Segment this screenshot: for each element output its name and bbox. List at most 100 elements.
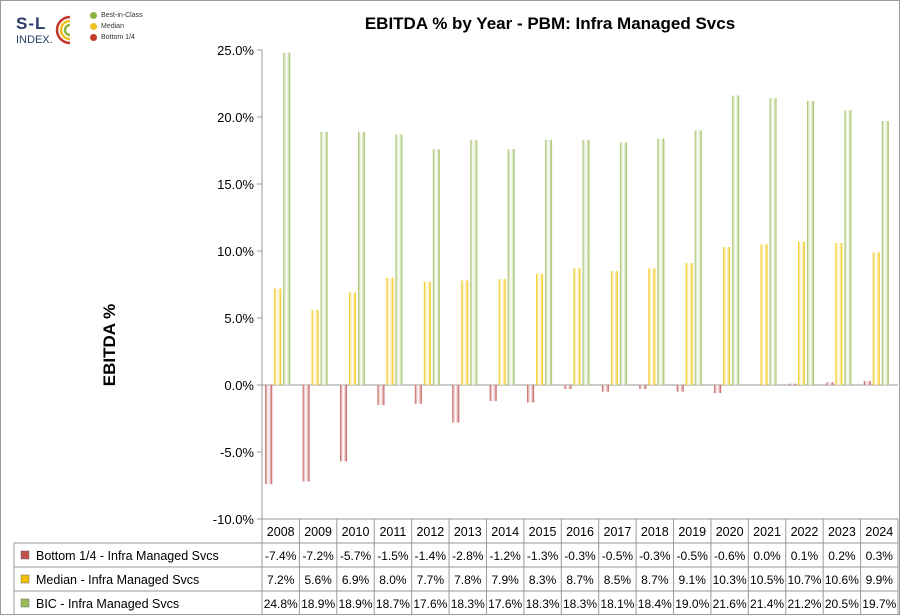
- y-tick-label: 10.0%: [217, 244, 254, 259]
- legend-entry: BIC - Infra Managed Svcs: [36, 597, 179, 611]
- legend-key-icon: [20, 550, 30, 560]
- data-label: 7.9%: [491, 573, 519, 587]
- data-label: 10.6%: [825, 573, 859, 587]
- bar: [760, 244, 768, 385]
- data-label: 18.9%: [301, 597, 335, 611]
- data-label: -2.8%: [452, 549, 484, 563]
- x-tick-label: 2016: [566, 525, 594, 539]
- y-tick-label: -10.0%: [213, 512, 255, 527]
- data-label: 21.4%: [750, 597, 784, 611]
- x-tick-label: 2021: [753, 525, 781, 539]
- data-label: -1.5%: [377, 549, 409, 563]
- x-tick-label: 2023: [828, 525, 856, 539]
- bar: [536, 273, 544, 385]
- x-tick-label: 2012: [416, 525, 444, 539]
- data-label: 7.8%: [454, 573, 482, 587]
- data-label: 8.7%: [566, 573, 594, 587]
- bar: [564, 385, 572, 390]
- data-label: 8.3%: [529, 573, 557, 587]
- s-l-index-logo: S-L INDEX.: [6, 6, 86, 50]
- bar: [797, 241, 805, 385]
- chart-title: EBITDA % by Year - PBM: Infra Managed Sv…: [364, 14, 736, 33]
- data-label: 10.3%: [713, 573, 747, 587]
- data-label: 21.2%: [787, 597, 821, 611]
- bar: [601, 385, 609, 392]
- data-label: -1.2%: [489, 549, 521, 563]
- bar: [657, 138, 665, 385]
- bar: [806, 100, 814, 386]
- data-label: 17.6%: [413, 597, 447, 611]
- bar: [573, 268, 581, 385]
- logo-legend-item: Median: [90, 21, 143, 32]
- logo-line-1: S-L: [16, 14, 47, 33]
- bar: [826, 382, 834, 385]
- bar: [274, 288, 282, 385]
- data-label: 18.9%: [339, 597, 373, 611]
- bar: [461, 280, 469, 385]
- logo-legend-item: Bottom 1/4: [90, 32, 143, 43]
- bar: [489, 385, 497, 402]
- data-label: 0.2%: [828, 549, 856, 563]
- data-label: 10.5%: [750, 573, 784, 587]
- bar: [527, 385, 535, 403]
- y-tick-label: -5.0%: [220, 445, 254, 460]
- bar: [835, 242, 843, 385]
- logo-legend: Best-in-Class Median Bottom 1/4: [90, 10, 143, 43]
- data-label: -0.6%: [714, 549, 746, 563]
- data-label: 21.6%: [713, 597, 747, 611]
- red-dot-icon: [90, 34, 97, 41]
- bar: [265, 385, 273, 485]
- data-label: -0.3%: [564, 549, 596, 563]
- bar: [723, 246, 731, 385]
- x-tick-label: 2011: [379, 525, 406, 539]
- data-label: 18.3%: [563, 597, 597, 611]
- data-label: 9.1%: [679, 573, 707, 587]
- bar: [872, 252, 880, 385]
- bar: [414, 385, 422, 404]
- logo-line-2: INDEX.: [16, 34, 53, 46]
- bar: [714, 385, 722, 394]
- bar: [685, 263, 693, 385]
- data-label: 19.0%: [675, 597, 709, 611]
- x-tick-label: 2017: [604, 525, 632, 539]
- bar: [610, 271, 618, 385]
- y-tick-label: 15.0%: [217, 177, 254, 192]
- data-label: -5.7%: [340, 549, 372, 563]
- data-label: -0.5%: [602, 549, 634, 563]
- bar: [349, 292, 357, 385]
- bar: [377, 385, 385, 406]
- data-label: 7.2%: [267, 573, 295, 587]
- legend-key-icon: [20, 598, 30, 608]
- data-label: 17.6%: [488, 597, 522, 611]
- bar: [507, 149, 515, 385]
- data-label: 18.3%: [526, 597, 560, 611]
- x-tick-label: 2020: [716, 525, 744, 539]
- data-label: -1.3%: [527, 549, 559, 563]
- logo-legend-item: Best-in-Class: [90, 10, 143, 21]
- y-tick-label: 25.0%: [217, 43, 254, 58]
- bar: [470, 139, 478, 385]
- x-tick-label: 2019: [678, 525, 706, 539]
- bar: [320, 131, 328, 385]
- y-tick-label: 0.0%: [224, 378, 254, 393]
- bar: [358, 131, 366, 385]
- y-tick-label: 5.0%: [224, 311, 254, 326]
- bar: [582, 139, 590, 385]
- bar: [732, 95, 740, 385]
- legend-key-icon: [20, 574, 30, 584]
- data-label: 0.3%: [866, 549, 894, 563]
- data-label: 19.7%: [862, 597, 896, 611]
- y-tick-label: 20.0%: [217, 110, 254, 125]
- x-tick-label: 2018: [641, 525, 669, 539]
- x-tick-label: 2009: [304, 525, 332, 539]
- bar: [863, 380, 871, 385]
- data-label: -7.4%: [265, 549, 297, 563]
- data-label: -0.3%: [639, 549, 671, 563]
- bar: [881, 121, 889, 386]
- bar: [788, 383, 796, 385]
- data-label: 24.8%: [264, 597, 298, 611]
- data-label: 18.3%: [451, 597, 485, 611]
- logo-legend-label: Median: [101, 23, 124, 30]
- green-dot-icon: [90, 12, 97, 19]
